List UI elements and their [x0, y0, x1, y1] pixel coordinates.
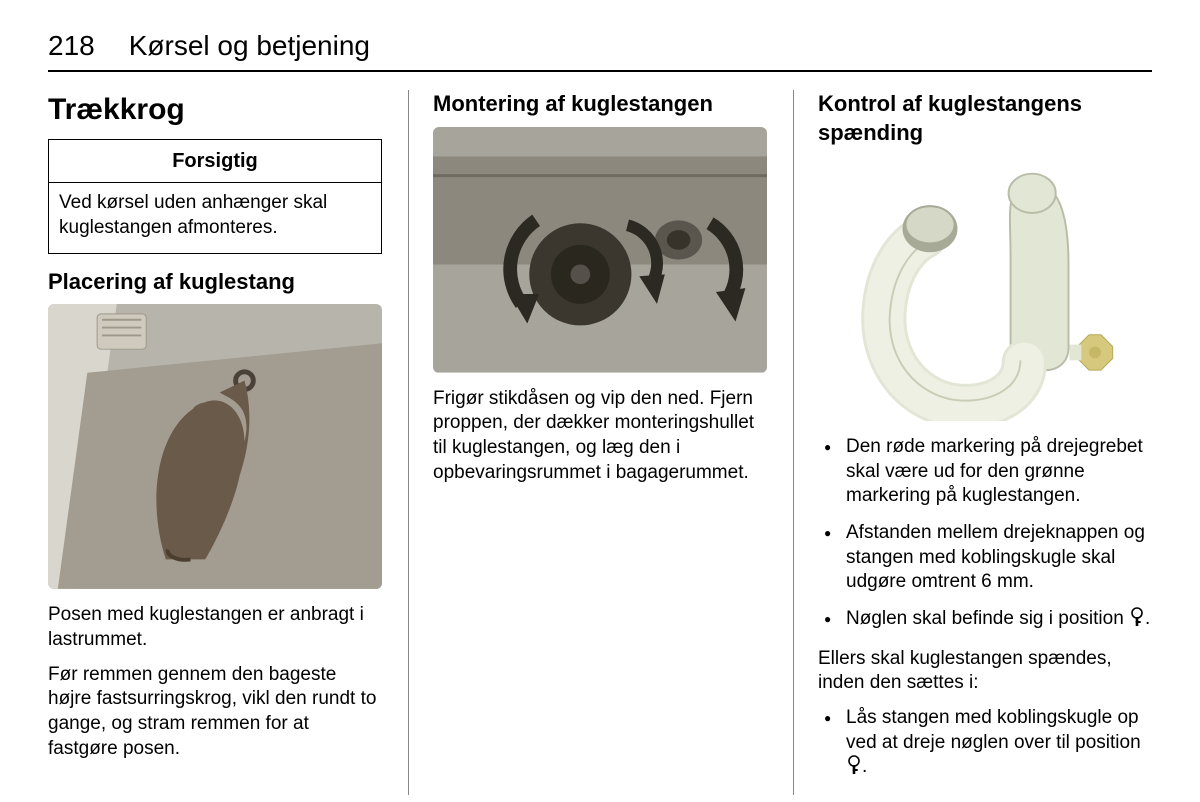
- bullet-list-checks: Den røde markering på drejegrebet skal v…: [818, 435, 1152, 635]
- coupling-ball-illustration: [818, 156, 1152, 421]
- para-bag-location: Posen med kuglestangen er anbragt i last…: [48, 603, 382, 652]
- content-columns: Trækkrog Forsigtig Ved kørsel uden anhæn…: [48, 90, 1152, 795]
- caution-body: Ved kørsel uden anhænger skal kuglestang…: [49, 183, 381, 252]
- column-3: Kontrol af kuglestangens spænding: [793, 90, 1152, 795]
- key-position-icon: [1129, 607, 1145, 635]
- key-position-icon: [846, 755, 862, 783]
- subheading-montering: Montering af kuglestangen: [433, 90, 767, 119]
- bullet-list-unlock: Lås stangen med koblingskugle op ved at …: [818, 706, 1152, 783]
- column-1: Trækkrog Forsigtig Ved kørsel uden anhæn…: [48, 90, 392, 795]
- section-title: Trækkrog: [48, 90, 382, 129]
- figure-coupling-ball: [818, 156, 1152, 421]
- bullet-item: Lås stangen med koblingskugle op ved at …: [818, 706, 1152, 783]
- figure-socket: [433, 127, 767, 373]
- figure-bag-in-boot: [48, 304, 382, 589]
- para-otherwise: Ellers skal kuglestangen spændes, inden …: [818, 647, 1152, 696]
- page-header: 218 Kørsel og betjening: [48, 28, 1152, 72]
- socket-illustration: [433, 127, 767, 373]
- bullet-item: Nøglen skal befinde sig i position .: [818, 607, 1152, 635]
- bag-in-boot-illustration: [48, 304, 382, 589]
- bullet-item: Afstanden mellem drejeknappen og stangen…: [818, 521, 1152, 595]
- subheading-kontrol: Kontrol af kuglestangens spænding: [818, 90, 1152, 147]
- page-number: 218: [48, 28, 95, 64]
- caution-box: Forsigtig Ved kørsel uden anhænger skal …: [48, 139, 382, 253]
- para-socket-instruction: Frigør stikdåsen og vip den ned. Fjern p…: [433, 387, 767, 486]
- column-2: Montering af kuglestangen: [408, 90, 777, 795]
- caution-title: Forsigtig: [49, 140, 381, 183]
- para-strap-instruction: Før remmen gennem den bageste højre fast…: [48, 663, 382, 762]
- chapter-title: Kørsel og betjening: [129, 28, 370, 64]
- subheading-placering: Placering af kuglestang: [48, 268, 382, 297]
- bullet-item: Den røde markering på drejegrebet skal v…: [818, 435, 1152, 509]
